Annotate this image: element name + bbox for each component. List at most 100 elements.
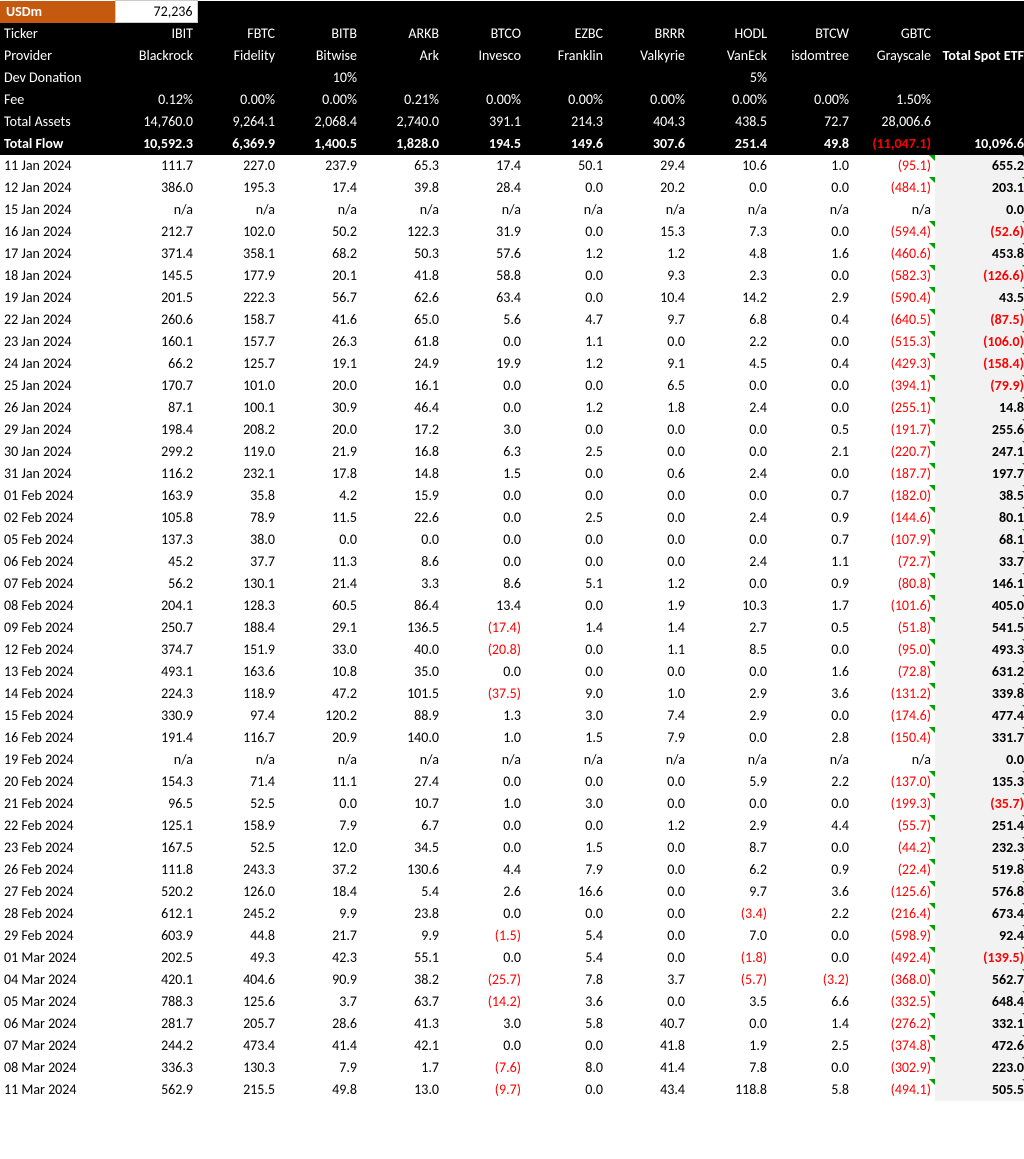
cell-15-0: 163.9	[115, 485, 197, 507]
date-15: 01 Feb 2024	[0, 485, 115, 507]
cell-7-7: 6.8	[689, 309, 771, 331]
date-5: 18 Jan 2024	[0, 265, 115, 287]
cell-18-8: 1.1	[771, 551, 853, 573]
cell-35-3: 9.9	[361, 925, 443, 947]
hdr-blank	[935, 1, 1024, 23]
cell-19-9: (80.8)	[853, 573, 935, 595]
cell-33-5: 16.6	[525, 881, 607, 903]
cell-2-2: n/a	[279, 199, 361, 221]
hdr-5-6: 307.6	[607, 133, 689, 155]
cell-24-4: (37.5)	[443, 683, 525, 705]
hdr-2-9	[853, 67, 935, 89]
hdr-2-1	[197, 67, 279, 89]
cell-30-1: 158.9	[197, 815, 279, 837]
cell-9-8: 0.4	[771, 353, 853, 375]
cell-0-2: 237.9	[279, 155, 361, 177]
cell-0-5: 50.1	[525, 155, 607, 177]
hdr-label-5: Total Flow	[0, 133, 115, 155]
cell-19-7: 0.0	[689, 573, 771, 595]
cell-10-9: (394.1)	[853, 375, 935, 397]
date-34: 28 Feb 2024	[0, 903, 115, 925]
cell-37-1: 404.6	[197, 969, 279, 991]
cell-35-7: 7.0	[689, 925, 771, 947]
hdr-1-2: Bitwise	[279, 45, 361, 67]
cell-25-0: 330.9	[115, 705, 197, 727]
cell-36-7: (1.8)	[689, 947, 771, 969]
cell-25-6: 7.4	[607, 705, 689, 727]
cell-25-1: 97.4	[197, 705, 279, 727]
cell-5-5: 0.0	[525, 265, 607, 287]
cell-28-0: 154.3	[115, 771, 197, 793]
cell-27-1: n/a	[197, 749, 279, 771]
cell-40-6: 41.8	[607, 1035, 689, 1057]
cell-34-8: 2.2	[771, 903, 853, 925]
cell-22-5: 0.0	[525, 639, 607, 661]
cell-1-9: (484.1)	[853, 177, 935, 199]
cell-3-7: 7.3	[689, 221, 771, 243]
cell-24-7: 2.9	[689, 683, 771, 705]
cell-8-0: 160.1	[115, 331, 197, 353]
cell-10-2: 20.0	[279, 375, 361, 397]
total-10: (79.9)	[935, 375, 1024, 397]
cell-30-0: 125.1	[115, 815, 197, 837]
total-18: 33.7	[935, 551, 1024, 573]
cell-26-1: 116.7	[197, 727, 279, 749]
cell-10-7: 0.0	[689, 375, 771, 397]
cell-31-7: 8.7	[689, 837, 771, 859]
hdr-5-3: 1,828.0	[361, 133, 443, 155]
total-36: (139.5)	[935, 947, 1024, 969]
cell-13-8: 2.1	[771, 441, 853, 463]
hdr-total-4	[935, 111, 1024, 133]
cell-37-9: (368.0)	[853, 969, 935, 991]
total-24: 339.8	[935, 683, 1024, 705]
cell-31-5: 1.5	[525, 837, 607, 859]
total-11: 14.8	[935, 397, 1024, 419]
cell-39-0: 281.7	[115, 1013, 197, 1035]
cell-24-6: 1.0	[607, 683, 689, 705]
total-12: 255.6	[935, 419, 1024, 441]
cell-11-0: 87.1	[115, 397, 197, 419]
cell-35-9: (598.9)	[853, 925, 935, 947]
hdr-2-7: 5%	[689, 67, 771, 89]
cell-28-7: 5.9	[689, 771, 771, 793]
cell-9-2: 19.1	[279, 353, 361, 375]
cell-22-4: (20.8)	[443, 639, 525, 661]
cell-42-7: 118.8	[689, 1079, 771, 1101]
hdr-blank	[197, 1, 279, 23]
hdr-1-0: Blackrock	[115, 45, 197, 67]
cell-28-8: 2.2	[771, 771, 853, 793]
cell-22-3: 40.0	[361, 639, 443, 661]
cell-14-4: 1.5	[443, 463, 525, 485]
cell-6-5: 0.0	[525, 287, 607, 309]
cell-4-6: 1.2	[607, 243, 689, 265]
cell-34-7: (3.4)	[689, 903, 771, 925]
cell-18-1: 37.7	[197, 551, 279, 573]
cell-17-4: 0.0	[443, 529, 525, 551]
cell-32-5: 7.9	[525, 859, 607, 881]
cell-17-1: 38.0	[197, 529, 279, 551]
cell-36-0: 202.5	[115, 947, 197, 969]
cell-35-5: 5.4	[525, 925, 607, 947]
cell-36-6: 0.0	[607, 947, 689, 969]
cell-42-4: (9.7)	[443, 1079, 525, 1101]
cell-34-5: 0.0	[525, 903, 607, 925]
cell-0-0: 111.7	[115, 155, 197, 177]
cell-6-3: 62.6	[361, 287, 443, 309]
hdr-3-5: 0.00%	[525, 89, 607, 111]
cell-41-9: (302.9)	[853, 1057, 935, 1079]
cell-4-2: 68.2	[279, 243, 361, 265]
total-8: (106.0)	[935, 331, 1024, 353]
cell-17-3: 0.0	[361, 529, 443, 551]
hdr-4-8: 72.7	[771, 111, 853, 133]
total-41: 223.0	[935, 1057, 1024, 1079]
hdr-total-0	[935, 23, 1024, 45]
cell-38-9: (332.5)	[853, 991, 935, 1013]
hdr-blank	[525, 1, 607, 23]
total-5: (126.6)	[935, 265, 1024, 287]
total-2: 0.0	[935, 199, 1024, 221]
cell-16-3: 22.6	[361, 507, 443, 529]
cell-16-7: 2.4	[689, 507, 771, 529]
cell-21-7: 2.7	[689, 617, 771, 639]
cell-1-4: 28.4	[443, 177, 525, 199]
cell-9-1: 125.7	[197, 353, 279, 375]
